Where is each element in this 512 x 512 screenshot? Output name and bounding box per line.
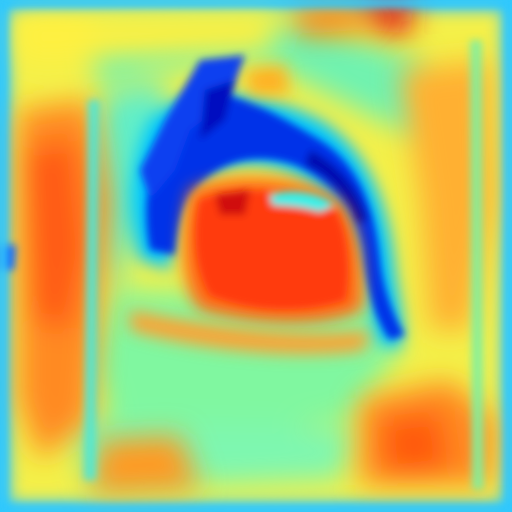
zone-orange-bottom-left <box>90 435 200 495</box>
zone-orange-top <box>290 5 370 35</box>
core-cyan-spot <box>270 191 335 212</box>
edge-cyan-right-vertical <box>470 40 484 490</box>
zone-red-left <box>25 140 85 330</box>
spot-orange-top-center <box>245 65 290 95</box>
core-red <box>195 191 348 310</box>
ring-blue <box>146 93 405 340</box>
zone-red-top-right <box>360 0 415 35</box>
band-orange-lower <box>130 310 370 354</box>
zone-red-bottom-right <box>380 410 450 475</box>
zone-yellow-top-left <box>15 10 280 60</box>
edge-cyan-left-vertical <box>84 100 100 480</box>
ring-deep-blue <box>305 150 368 225</box>
core-dark-red <box>215 190 250 215</box>
ring-deep-blue-left <box>200 80 235 140</box>
